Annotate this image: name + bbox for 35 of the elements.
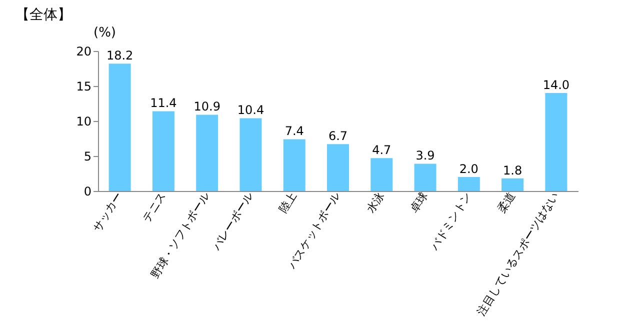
chart-title: 【全体】 bbox=[16, 7, 72, 23]
data-label: 4.7 bbox=[372, 143, 392, 158]
bar bbox=[414, 164, 436, 191]
x-tick-label: バレーボール bbox=[209, 190, 256, 254]
bar bbox=[458, 177, 480, 191]
data-label: 2.0 bbox=[459, 162, 478, 176]
x-tick-label: テニス bbox=[140, 190, 169, 225]
x-tick-label: サッカー bbox=[90, 190, 125, 234]
bar bbox=[196, 114, 218, 191]
bar bbox=[545, 93, 568, 191]
data-label: 18.2 bbox=[106, 48, 134, 63]
x-tick-label: 陸上 bbox=[276, 190, 300, 216]
y-axis-title: (%) bbox=[94, 26, 116, 40]
data-label: 3.9 bbox=[416, 148, 435, 163]
data-label: 1.8 bbox=[503, 163, 522, 178]
data-label: 11.4 bbox=[150, 96, 177, 110]
x-tick-label: 柔道 bbox=[494, 190, 518, 216]
bar bbox=[370, 158, 393, 191]
data-label: 6.7 bbox=[328, 129, 348, 144]
bar bbox=[327, 144, 349, 191]
bar bbox=[283, 139, 306, 191]
y-tick-label: 15 bbox=[76, 80, 92, 94]
data-label: 10.4 bbox=[237, 103, 264, 118]
bar bbox=[152, 111, 174, 191]
y-tick-label: 20 bbox=[76, 44, 92, 58]
x-tick-label: 水泳 bbox=[364, 190, 387, 216]
bar bbox=[240, 118, 262, 191]
data-label: 7.4 bbox=[284, 124, 304, 138]
y-tick-label: 0 bbox=[84, 184, 92, 198]
bar bbox=[108, 64, 131, 191]
y-tick-label: 5 bbox=[84, 150, 92, 164]
bar bbox=[502, 178, 524, 191]
data-label: 10.9 bbox=[194, 100, 220, 114]
y-tick-label: 10 bbox=[76, 114, 92, 128]
data-label: 14.0 bbox=[542, 78, 570, 92]
